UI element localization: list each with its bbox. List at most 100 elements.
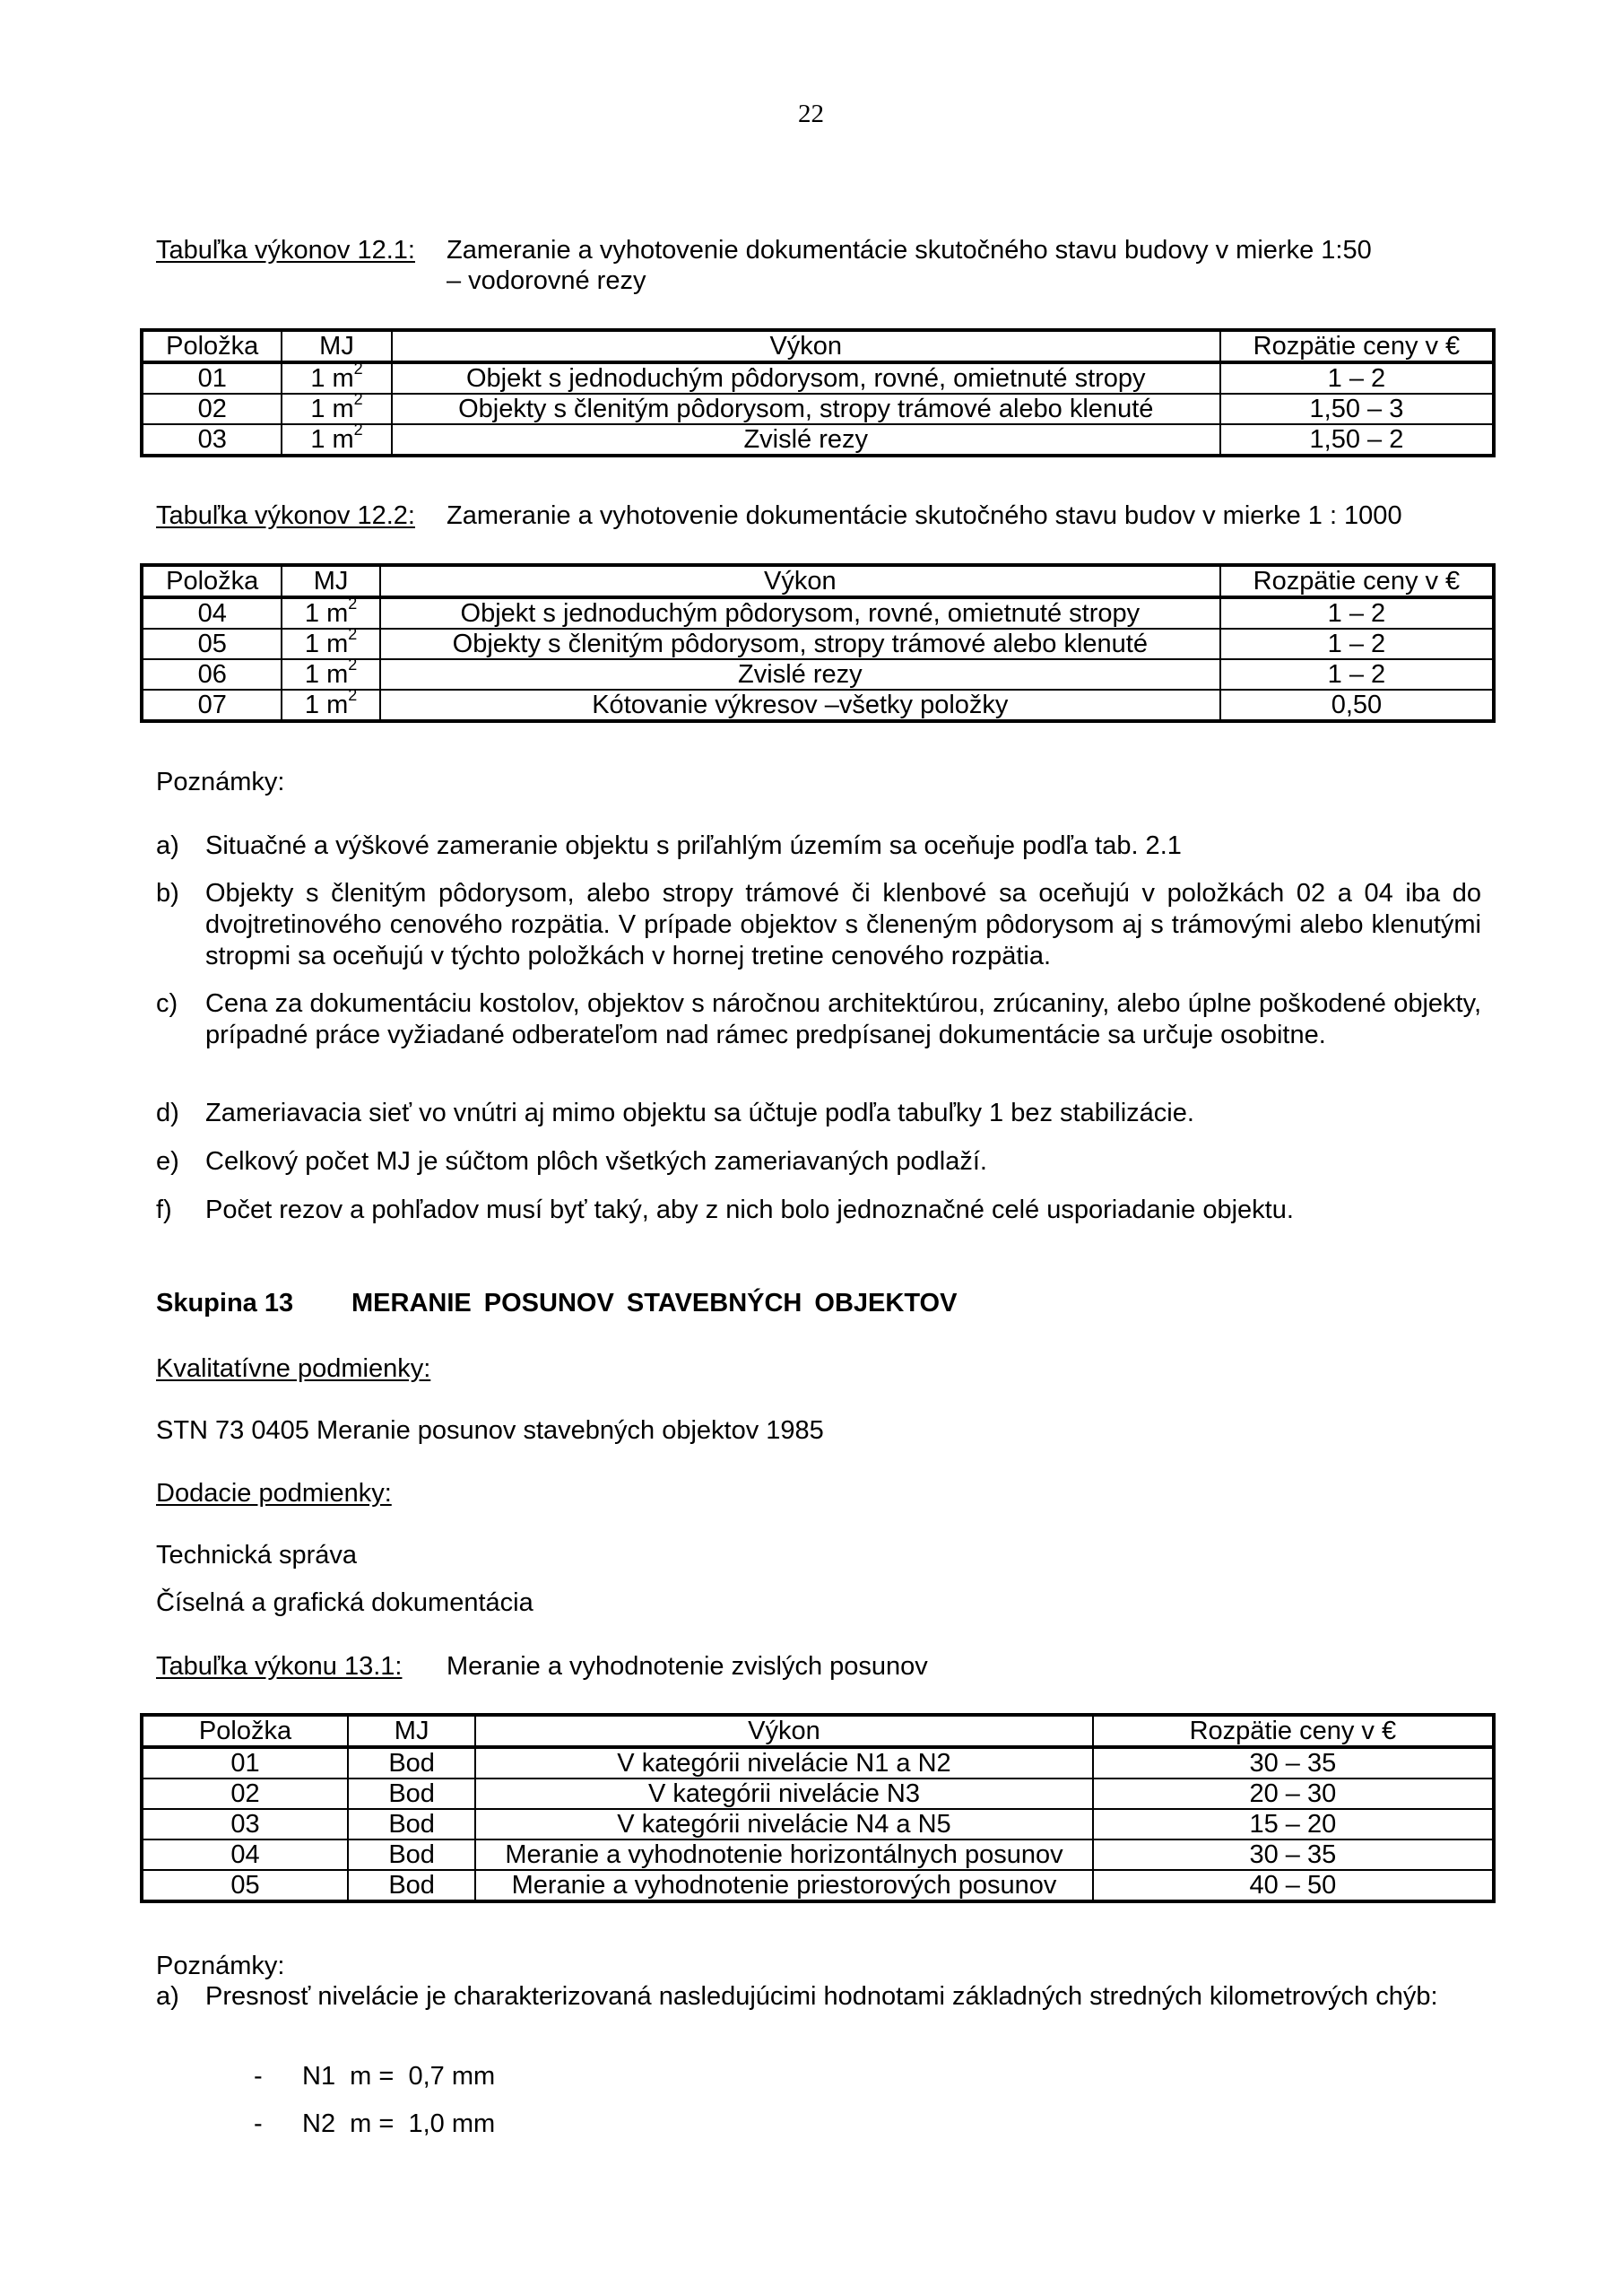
cell-text: 1 m: [310, 395, 354, 423]
list-dash: -: [254, 2109, 263, 2138]
cell-text: 1 m: [304, 691, 349, 719]
cell-rozpatie: 1 – 2: [1219, 658, 1496, 691]
group-label: Skupina 13: [156, 1289, 294, 1318]
cell-rozpatie: 1 – 2: [1219, 628, 1496, 660]
header-cell: MJ: [346, 1714, 477, 1749]
header-cell: Položka: [140, 329, 283, 364]
cell-text: Kótovanie výkresov –všetky položky: [592, 691, 1009, 719]
cell-text: 06: [197, 660, 227, 689]
cell-text: Bod: [388, 1871, 435, 1900]
header-cell: Výkon: [474, 1714, 1094, 1749]
table-12-1-caption: Tabuľka výkonov 12.1: Zameranie a vyhotov…: [156, 235, 1372, 266]
note-item: f) Počet rezov a pohľadov musí byť taký, …: [156, 1195, 1481, 1226]
cell-mj: Bod: [346, 1778, 477, 1810]
cell-text: 1 – 2: [1327, 630, 1386, 658]
cell-text: 15 – 20: [1249, 1810, 1337, 1839]
table-12-2-caption: Tabuľka výkonov 12.2: Zameranie a vyhotov…: [156, 500, 1402, 532]
delivery-item: Technická správa: [156, 1541, 358, 1570]
cell-rozpatie: 15 – 20: [1091, 1808, 1496, 1840]
cell-text: V kategórii nivelácie N4 a N5: [617, 1810, 951, 1839]
cell-text: Meranie a vyhodnotenie horizontálnych po…: [505, 1840, 1063, 1869]
table-row: 06 1 m2 Zvislé rezy 1 – 2: [140, 657, 1496, 691]
cell-text: Objekt s jednoduchým pôdorysom, rovné, o…: [460, 599, 1141, 628]
cell-text: Bod: [388, 1840, 435, 1869]
table-header-row: Položka MJ Výkon Rozpätie ceny v €: [140, 564, 1496, 599]
cell-mj: Bod: [346, 1839, 477, 1871]
note-label: a): [156, 1982, 179, 2011]
cell-text: 02: [197, 395, 227, 423]
notes-heading: Poznámky:: [156, 768, 285, 796]
cell-vykon: Objekty s členitým pôdorysom, stropy trá…: [378, 628, 1221, 660]
cell-polozka: 05: [140, 628, 283, 660]
group-title: MERANIE POSUNOV STAVEBNÝCH OBJEKTOV: [351, 1289, 958, 1318]
cell-polozka: 01: [140, 361, 283, 395]
cell-text: Objekty s členitým pôdorysom, stropy trá…: [452, 630, 1148, 658]
cell-vykon: V kategórii nivelácie N4 a N5: [474, 1808, 1094, 1840]
table-header-row: Položka MJ Výkon Rozpätie ceny v €: [140, 329, 1496, 364]
table-row: 02 Bod V kategórii nivelácie N3 20 – 30: [141, 1778, 1496, 1810]
delivery-item: Číselná a grafická dokumentácia: [156, 1588, 533, 1617]
note-label: f): [156, 1196, 172, 1224]
caption-label: Tabuľka výkonov 12.1:: [156, 236, 415, 265]
cell-text: 1 m: [310, 364, 354, 393]
table-row: 05 1 m2 Objekty s členitým pôdorysom, stro…: [140, 626, 1496, 660]
note-item: d) Zameriavacia sieť vo vnútri aj mimo ob…: [156, 1098, 1481, 1129]
delivery-heading: Dodacie podmienky:: [156, 1479, 392, 1508]
table-row: 03 Bod V kategórii nivelácie N4 a N5 15 – 2…: [141, 1808, 1496, 1840]
cell-rozpatie: 30 – 35: [1091, 1746, 1496, 1779]
cell-polozka: 02: [141, 1778, 349, 1810]
cell-text: 1 m: [310, 425, 354, 454]
cell-text: Meranie a vyhodnotenie priestorových pos…: [511, 1871, 1057, 1900]
cell-mj: 1 m2: [281, 687, 381, 722]
cell-polozka: 05: [141, 1869, 349, 1902]
cell-polozka: 01: [141, 1746, 349, 1779]
cell-polozka: 04: [140, 596, 283, 630]
caption-text: Zameranie a vyhotovenie dokumentácie sku…: [447, 501, 1402, 530]
table-row: 05 Bod Meranie a vyhodnotenie priestorovýc…: [141, 1869, 1496, 1902]
cell-rozpatie: 40 – 50: [1091, 1869, 1496, 1902]
note-item: b) Objekty s členitým pôdorysom, alebo st…: [156, 878, 1481, 972]
note-text: Objekty s členitým pôdorysom, alebo stro…: [205, 879, 1481, 970]
cell-text: 01: [197, 364, 227, 393]
unit-superscript: 2: [348, 595, 358, 613]
table-12-2: Položka MJ Výkon Rozpätie ceny v €04 1 m2 Obj…: [140, 563, 1496, 723]
cell-text: 03: [230, 1810, 260, 1839]
list-item: N1 m = 0,7 mm: [302, 2062, 496, 2091]
table-row: 04 Bod Meranie a vyhodnotenie horizontálny…: [141, 1839, 1496, 1871]
cell-rozpatie: 1,50 – 3: [1219, 393, 1496, 425]
unit-superscript: 2: [348, 686, 358, 704]
cell-vykon: V kategórii nivelácie N3: [474, 1778, 1094, 1810]
header-cell: Výkon: [390, 329, 1221, 364]
note-text: Zameriavacia sieť vo vnútri aj mimo obje…: [205, 1099, 1194, 1127]
cell-text: 30 – 35: [1249, 1749, 1337, 1778]
cell-text: 03: [197, 425, 227, 454]
note-item: a) Situačné a výškové zameranie objektu s…: [156, 831, 1481, 862]
caption-label: Tabuľka výkonov 12.2:: [156, 501, 415, 530]
cell-vykon: Meranie a vyhodnotenie priestorových pos…: [474, 1869, 1094, 1902]
cell-text: 1 – 2: [1327, 599, 1386, 628]
quality-heading: Kvalitatívne podmienky:: [156, 1354, 431, 1383]
note-label: c): [156, 989, 178, 1018]
unit-superscript: 2: [353, 360, 363, 378]
cell-polozka: 03: [140, 423, 283, 457]
cell-mj: 1 m2: [281, 657, 381, 691]
cell-text: 05: [197, 630, 227, 658]
table-row: 01 Bod V kategórii nivelácie N1 a N2 30 – 3…: [141, 1746, 1496, 1779]
table-header-row: Položka MJ Výkon Rozpätie ceny v €: [141, 1714, 1496, 1749]
header-cell: Výkon: [378, 564, 1221, 599]
cell-text: 1 m: [304, 660, 349, 689]
note-label: a): [156, 831, 179, 860]
note-label: b): [156, 879, 179, 908]
cell-polozka: 06: [140, 658, 283, 691]
caption-text-continued: – vodorovné rezy: [447, 266, 646, 295]
cell-mj: Bod: [346, 1808, 477, 1840]
table-13-1: Položka MJ Výkon Rozpätie ceny v €01 Bod V ka…: [140, 1713, 1496, 1903]
table-row: 04 1 m2 Objekt s jednoduchým pôdorysom, ro…: [140, 595, 1496, 630]
cell-rozpatie: 0,50: [1219, 689, 1496, 722]
note-text: Cena za dokumentáciu kostolov, objektov …: [205, 989, 1481, 1049]
header-cell: Položka: [140, 564, 283, 599]
header-cell: Rozpätie ceny v €: [1091, 1714, 1496, 1749]
cell-vykon: Kótovanie výkresov –všetky položky: [378, 689, 1221, 722]
cell-text: V kategórii nivelácie N3: [647, 1779, 920, 1808]
note-item: a) Presnosť nivelácie je charakterizovan…: [156, 1981, 1481, 2013]
